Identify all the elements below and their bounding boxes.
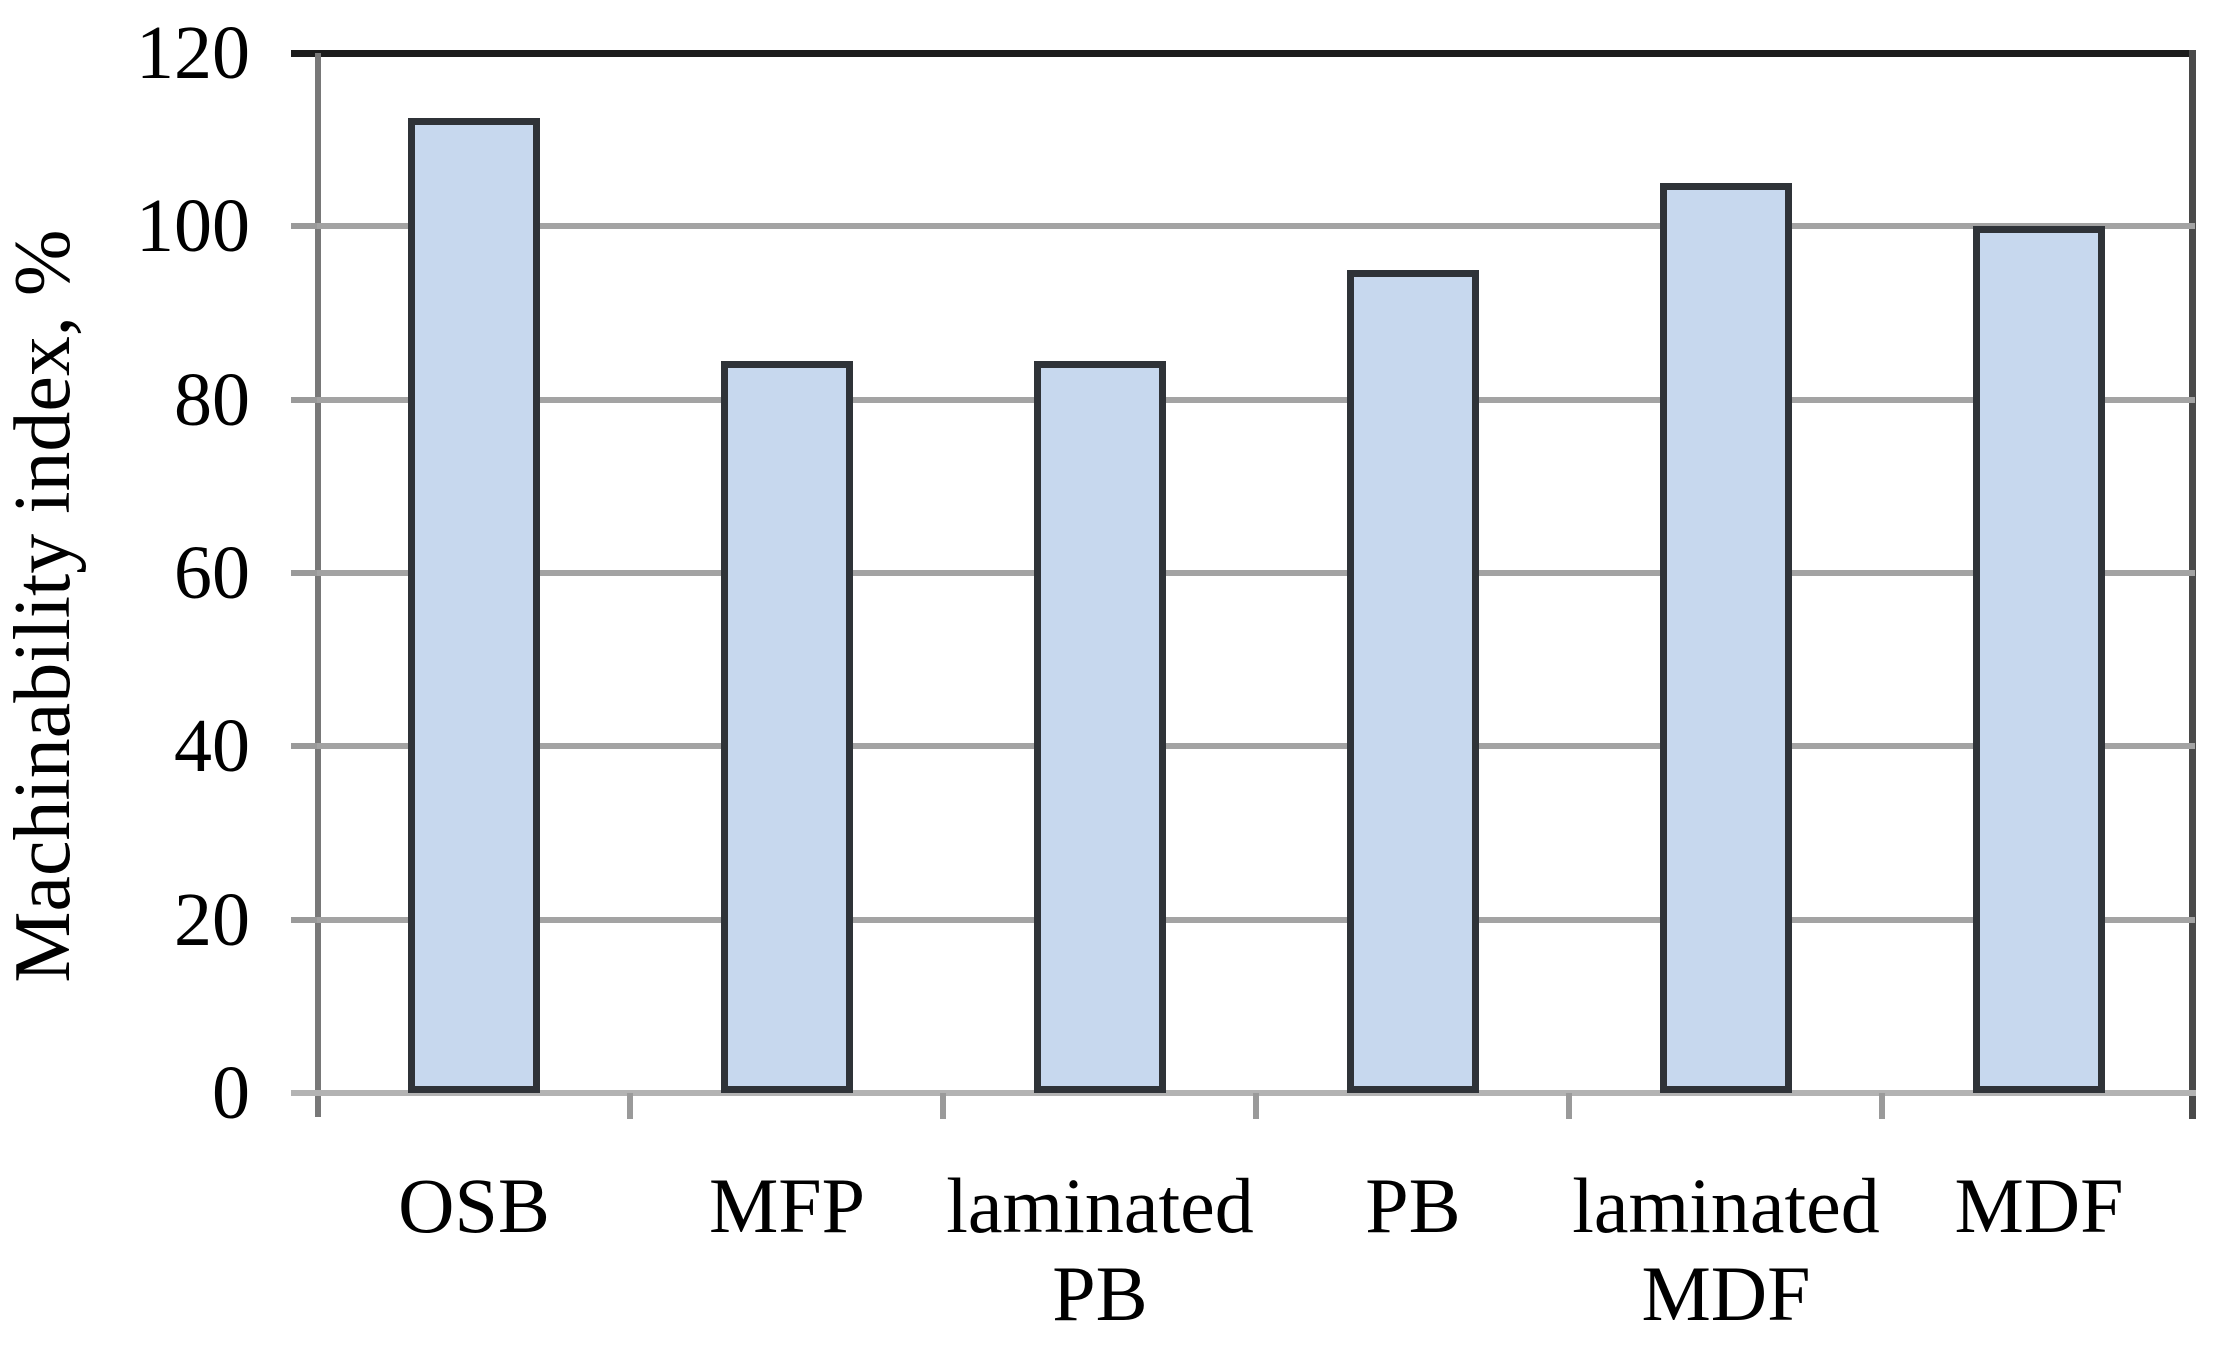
x-category-label: MDF [1954, 1162, 2124, 1249]
y-tick [291, 223, 317, 230]
gridline-60 [317, 570, 2195, 576]
y-tick-label: 120 [136, 11, 250, 95]
plot-right-border [2189, 50, 2196, 1119]
y-tick-label: 60 [174, 531, 250, 615]
x-tick [1253, 1093, 1259, 1119]
bar-laminated-mdf [1660, 183, 1792, 1093]
gridline-20 [317, 916, 2195, 923]
x-tick [1879, 1093, 1885, 1119]
y-tick-label: 40 [174, 704, 250, 789]
gridline-80 [317, 396, 2195, 403]
y-tick [291, 396, 317, 403]
gridline-100 [317, 223, 2195, 230]
y-tick [291, 916, 317, 923]
y-tick-label: 80 [174, 357, 250, 442]
x-category-label: laminated PB [946, 1162, 1254, 1337]
bar-osb [408, 118, 540, 1093]
bar-pb [1347, 270, 1479, 1093]
bar-laminated-pb [1034, 361, 1166, 1093]
y-tick-label: 0 [212, 1051, 250, 1135]
x-category-label: PB [1365, 1162, 1461, 1249]
x-category-label: laminated MDF [1572, 1162, 1880, 1337]
y-tick [291, 570, 317, 576]
x-axis-baseline [291, 1090, 2196, 1096]
plot-top-border [291, 50, 2196, 57]
x-tick [940, 1093, 946, 1119]
bar-mdf [1973, 226, 2105, 1093]
bar-mfp [721, 361, 853, 1093]
plot-area [317, 53, 2195, 1093]
y-tick-label: 20 [174, 877, 250, 962]
x-category-label: OSB [398, 1162, 550, 1249]
x-category-label: MFP [708, 1162, 866, 1249]
y-tick [291, 743, 317, 750]
x-tick [1566, 1093, 1572, 1119]
gridline-40 [317, 743, 2195, 750]
x-tick [627, 1093, 633, 1119]
y-axis-line [315, 53, 321, 1117]
y-tick-label: 100 [136, 184, 250, 269]
